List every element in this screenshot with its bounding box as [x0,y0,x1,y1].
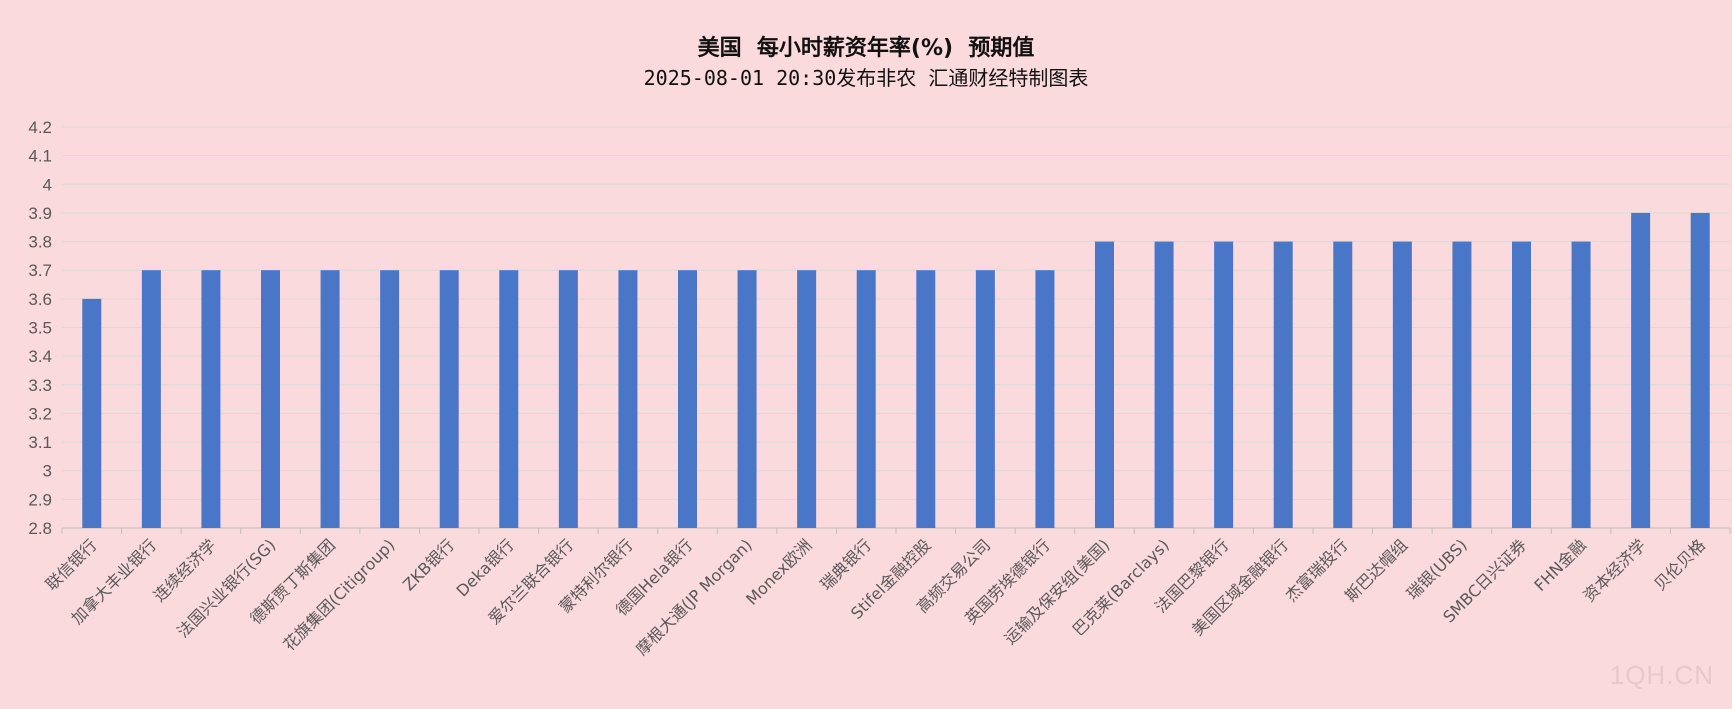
x-category-label: 贝伦贝格 [1650,535,1709,594]
x-category-label: 杰富瑞投行 [1282,535,1352,605]
bar [499,270,519,528]
bar [439,270,459,528]
x-category-label: 斯巴达帽组 [1341,535,1411,605]
y-tick-label: 3 [43,462,52,481]
chart-subtitle: 2025-08-01 20:30发布非农 汇通财经特制图表 [643,66,1089,90]
x-category-label: ZKB银行 [399,535,458,594]
bar [82,298,102,528]
bar [558,270,578,528]
y-tick-label: 3.1 [28,433,52,452]
bar [261,270,280,528]
y-tick-label: 3.6 [28,290,52,309]
y-tick-label: 3.4 [28,347,52,366]
bar [1154,241,1174,529]
x-category-label: 瑞典银行 [816,535,875,594]
x-category-label: 联信银行 [42,535,101,594]
bar [1631,212,1651,528]
x-category-label: 资本经济学 [1579,535,1649,605]
x-category-label: 运输及保安组(美国) [1001,535,1114,648]
bar [618,270,638,528]
bar [1452,241,1472,529]
y-tick-label: 3.8 [28,233,52,252]
bar [1392,241,1412,529]
bar [1035,270,1055,528]
bar [1095,241,1114,529]
y-tick-label: 3.9 [28,204,52,223]
x-category-label: FHN金融 [1530,535,1590,595]
y-tick-label: 3.2 [28,404,52,423]
bar [1571,241,1591,529]
y-tick-label: 3.7 [28,261,52,280]
x-category-label: 花旗集团(Citigroup) [279,535,398,654]
bar [1333,241,1353,529]
bar [975,270,995,528]
bar [1214,241,1234,529]
y-tick-label: 4.1 [28,147,52,166]
bar [916,270,936,528]
bar [380,270,400,528]
bar [201,270,221,528]
bar [856,270,876,528]
bar [1273,241,1293,529]
x-category-label: 摩根大通(JP Morgan) [632,535,756,659]
bar [797,270,817,528]
y-tick-label: 2.8 [28,519,52,538]
chart-title: 美国 每小时薪资年率(%) 预期值 [697,36,1035,61]
bar [1512,241,1531,529]
y-tick-label: 4 [43,175,52,194]
y-tick-label: 3.5 [28,319,52,338]
y-tick-label: 4.2 [28,118,52,137]
y-tick-label: 2.9 [28,490,52,509]
bar [320,270,340,528]
bar [737,270,757,528]
watermark: 1QH.CN [1609,660,1714,690]
bar [1690,212,1710,528]
bar [678,270,697,528]
bar [141,270,161,528]
y-tick-label: 3.3 [28,376,52,395]
